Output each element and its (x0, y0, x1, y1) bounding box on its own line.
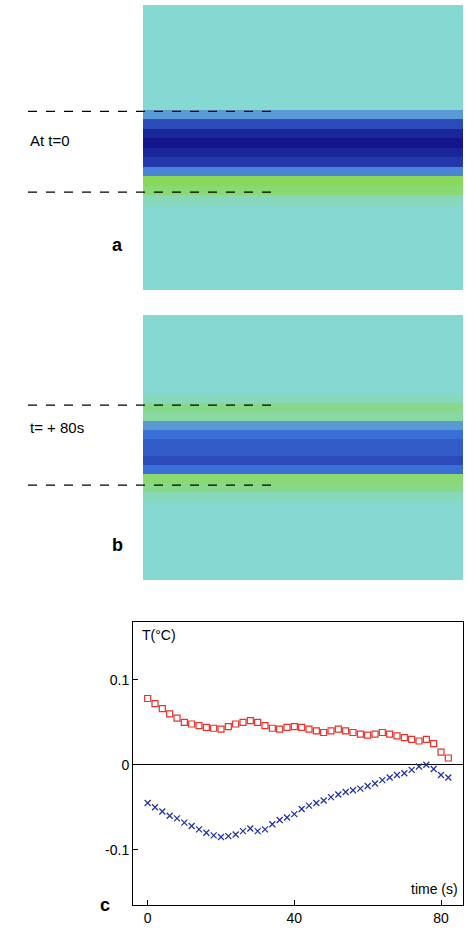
svg-text:T(°C): T(°C) (142, 627, 176, 643)
svg-text:b: b (112, 535, 123, 555)
svg-text:-0.1: -0.1 (105, 842, 129, 858)
svg-text:c: c (100, 895, 110, 915)
svg-text:40: 40 (287, 910, 303, 926)
svg-text:At t=0: At t=0 (30, 132, 70, 149)
svg-text:0: 0 (144, 910, 152, 926)
svg-text:0: 0 (121, 757, 129, 773)
svg-text:0.1: 0.1 (110, 672, 130, 688)
svg-text:80: 80 (433, 910, 449, 926)
svg-text:t= + 80s: t= + 80s (30, 419, 84, 436)
svg-text:a: a (112, 235, 123, 255)
svg-text:time (s): time (s) (411, 881, 458, 897)
